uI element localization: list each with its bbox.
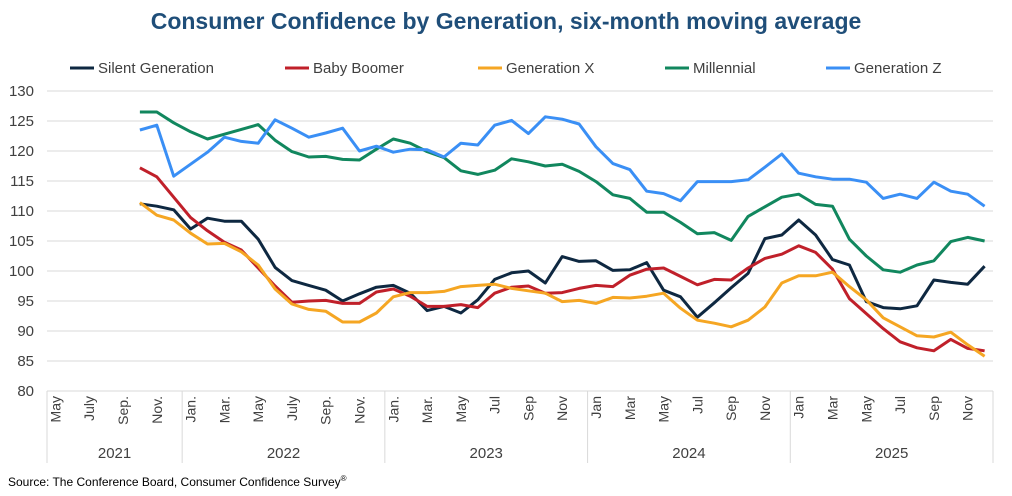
y-tick-label: 115 bbox=[10, 173, 34, 190]
x-tick-label: May bbox=[47, 396, 63, 422]
x-tick-label: Sep bbox=[520, 396, 536, 421]
x-tick-label: Mar bbox=[825, 396, 841, 420]
year-label: 2023 bbox=[470, 445, 503, 462]
x-tick-label: May bbox=[453, 396, 469, 422]
x-tick-label: Mar. bbox=[419, 396, 435, 423]
series-line-generation-z bbox=[139, 115, 986, 208]
x-tick-label: Jan bbox=[588, 396, 604, 419]
x-tick-label: Mar. bbox=[216, 396, 232, 423]
y-tick-label: 85 bbox=[17, 353, 34, 370]
series-line-millennial bbox=[139, 110, 985, 274]
y-tick-label: 100 bbox=[9, 263, 34, 280]
x-tick-label: Sep. bbox=[115, 396, 131, 425]
x-tick-label: Nov. bbox=[149, 396, 165, 424]
source-text: Source: The Conference Board, Consumer C… bbox=[8, 475, 341, 489]
y-tick-label: 130 bbox=[9, 83, 34, 100]
x-tick-label: Jan bbox=[791, 396, 807, 419]
y-tick-label: 95 bbox=[17, 293, 34, 310]
legend-label: Baby Boomer bbox=[313, 60, 404, 77]
x-tick-label: Jan. bbox=[183, 396, 199, 422]
x-tick-label: Nov. bbox=[352, 396, 368, 424]
year-label: 2024 bbox=[672, 445, 705, 462]
x-tick-label: May bbox=[656, 396, 672, 422]
x-tick-label: Jul bbox=[689, 396, 705, 414]
x-tick-label: Jul bbox=[487, 396, 503, 414]
legend-label: Generation X bbox=[506, 60, 594, 77]
x-tick-label: Nov bbox=[554, 396, 570, 421]
y-tick-label: 105 bbox=[9, 233, 34, 250]
x-tick-label: Sep bbox=[723, 396, 739, 421]
x-tick-label: July bbox=[284, 396, 300, 421]
source-note: Source: The Conference Board, Consumer C… bbox=[8, 474, 347, 489]
x-tick-label: Sep. bbox=[318, 396, 334, 425]
y-tick-label: 120 bbox=[9, 143, 34, 160]
y-tick-label: 110 bbox=[10, 203, 34, 220]
legend-label: Millennial bbox=[693, 60, 756, 77]
x-tick-label: Mar bbox=[622, 396, 638, 420]
legend-label: Silent Generation bbox=[98, 60, 214, 77]
year-label: 2025 bbox=[875, 445, 908, 462]
chart-title: Consumer Confidence by Generation, six-m… bbox=[150, 8, 862, 34]
x-tick-label: Jul bbox=[892, 396, 908, 414]
x-tick-label: Sep bbox=[926, 396, 942, 421]
y-tick-label: 125 bbox=[9, 113, 34, 130]
year-label: 2022 bbox=[267, 445, 300, 462]
series-line-generation-x bbox=[139, 201, 986, 358]
x-tick-label: May bbox=[858, 396, 874, 422]
x-tick-label: Jan. bbox=[385, 396, 401, 422]
y-tick-label: 80 bbox=[17, 383, 34, 400]
x-tick-label: July bbox=[81, 396, 97, 421]
legend-label: Generation Z bbox=[854, 60, 942, 77]
x-tick-label: May bbox=[250, 396, 266, 422]
x-tick-label: Nov bbox=[960, 396, 976, 421]
x-tick-label: Nov bbox=[757, 396, 773, 421]
registered-mark: ® bbox=[340, 474, 347, 483]
year-label: 2021 bbox=[98, 445, 131, 462]
y-tick-label: 90 bbox=[17, 323, 34, 340]
